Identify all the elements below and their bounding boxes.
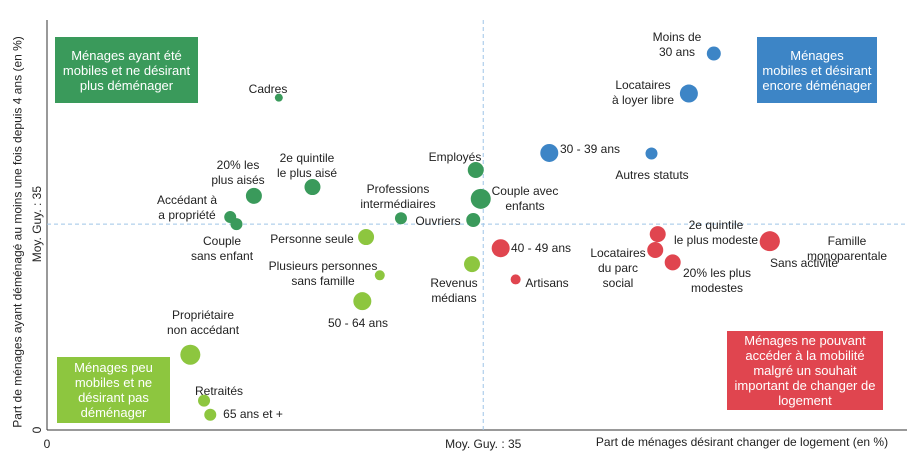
point-label: Plusieurs personnes sans famille [268,259,378,288]
point-label: 40 - 49 ans [510,241,572,255]
legend-box: Ménages ne pouvant accéder à la mobilité… [727,331,883,410]
bubble [180,344,201,365]
point-label: 65 ans et + [223,407,283,421]
point-label: Propriétaire non accédant [166,308,240,337]
point-label: Moins de 30 ans [652,30,702,59]
point-label: Artisans [525,276,569,290]
bubble [358,229,375,246]
bubble [198,394,211,407]
bubble [540,143,559,162]
point-label: Sans activité [769,256,839,270]
legend-box: Ménages mobiles et désirant encore démén… [757,37,877,103]
point-label: 50 - 64 ans [327,316,389,330]
point-label: 20% les plus modestes [682,266,752,295]
bubble [466,213,481,227]
point-label: Personne seule [270,232,354,246]
bubble [510,274,521,285]
point-label: Retraités [194,384,244,398]
legend-box: Ménages ayant été mobiles et ne désirant… [55,37,198,103]
bubble [204,408,217,421]
y-tick-label: Moy. Guy. : 35 [30,186,44,263]
bubble [304,179,321,196]
point-label: Accédant à a propriété [156,193,218,222]
point-label: Cadres [248,82,288,96]
point-label: Couple avec enfants [491,184,559,213]
bubble [274,93,283,102]
bubble [706,46,721,61]
bubble [664,254,681,271]
bubble [645,147,658,160]
bubble [759,232,778,251]
point-label: Locataires à loyer libre [611,78,675,107]
point-label: 30 - 39 ans [559,142,621,156]
y-axis-label: Part de ménages ayant déménagé au moins … [10,36,25,428]
point-label: Famille monoparentale [806,234,888,263]
bubble [464,256,481,273]
bubble [649,226,666,243]
y-tick-label: 0 [30,426,44,433]
point-label: 20% les plus aisés [211,158,265,187]
bubble [374,270,385,281]
point-label: Locataires du parc social [590,246,646,290]
bubble [394,212,407,225]
point-label: Couple sans enfant [190,234,254,263]
point-label: 2e quintile le plus modeste [673,218,759,247]
bubble [647,242,664,258]
bubble [467,162,484,178]
point-label: 2e quintile le plus aisé [276,151,338,180]
x-tick-label: 0 [44,437,51,451]
point-label: Professions intermédiaires [360,182,436,211]
point-label: Revenus médians [430,276,478,305]
bubble [491,239,510,258]
bubble [679,84,698,103]
bubble [353,292,372,311]
point-label: Ouvriers [415,214,461,228]
bubble [470,188,491,209]
x-tick-label: Moy. Guy. : 35 [445,437,522,451]
point-label: Employés [428,150,482,164]
bubble [230,218,243,231]
point-label: Autres statuts [615,168,689,182]
bubble [245,187,262,204]
legend-box: Ménages peu mobiles et ne désirant pas d… [57,357,170,423]
x-axis-label: Part de ménages désirant changer de loge… [595,435,889,449]
